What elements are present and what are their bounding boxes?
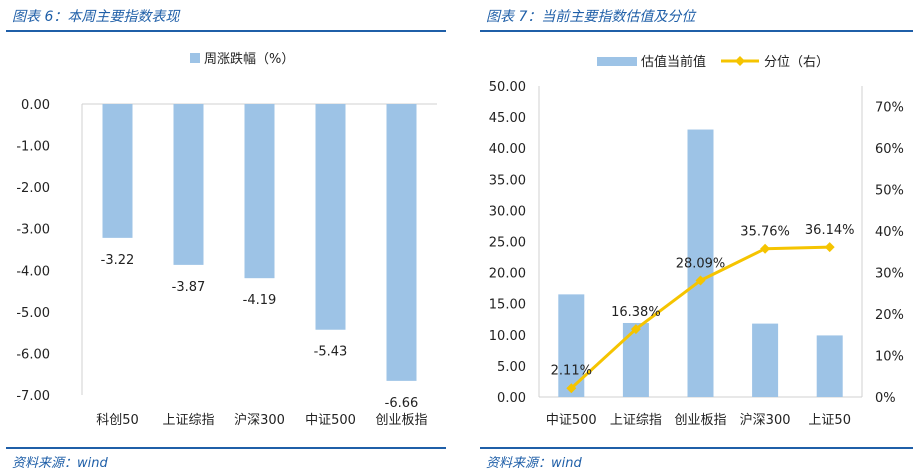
y2-tick-label: 20% [875,308,904,323]
data-label: -3.87 [172,280,206,295]
legend: 周涨跌幅（%） [190,51,294,67]
y-tick-label: -1.00 [16,140,50,155]
y-tick-label: 15.00 [489,298,526,313]
data-label: 35.76% [740,225,790,240]
data-label: -3.22 [101,253,135,268]
x-tick-label: 上证50 [808,413,851,428]
left-source-note: 资料来源：wind [12,456,108,471]
y-tick-label: -7.00 [16,389,50,404]
right-source-rule [480,447,913,449]
left-source-rule [6,447,446,449]
right-source-note: 资料来源：wind [486,456,582,471]
line-point [695,275,706,286]
bar [244,104,275,279]
y-tick-label: 50.00 [489,80,526,95]
y2-tick-label: 60% [875,142,904,157]
data-label: 36.14% [805,223,855,238]
y-tick-label: 20.00 [489,267,526,282]
x-tick-label: 创业板指 [375,413,427,428]
y-tick-label: 0.00 [21,98,50,113]
y-tick-label: 45.00 [489,111,526,126]
x-tick-label: 科创50 [96,413,139,428]
left-chart-title: 图表 6：本周主要指数表现 [12,9,180,25]
y2-tick-label: 70% [875,101,904,116]
right-chart-panel: 图表 7：当前主要指数估值及分位 估值当前值 分位（右） 0.00 5.00 10.00… [460,0,919,474]
legend-swatch [190,53,200,63]
data-label: -6.66 [385,396,419,411]
bar [315,104,346,330]
legend-swatch-bar [597,57,637,66]
bar [622,322,649,397]
legend-label-line: 分位（右） [764,55,829,70]
line-point [760,243,771,254]
weekly-change-bar-chart: 周涨跌幅（%） 0.00 -1.00 -2.00 -3.00 -4.00 -5.00 -6.0… [16,51,437,428]
y2-tick-label: 0% [875,391,896,406]
x-tick-label: 上证综指 [162,413,214,428]
y-tick-label: 35.00 [489,173,526,188]
bar [816,335,843,397]
x-tick-label: 中证500 [305,413,356,428]
y-tick-label: 30.00 [489,204,526,219]
data-label: 16.38% [611,305,661,320]
data-label: 2.11% [551,363,592,378]
y-tick-label: 25.00 [489,236,526,251]
y2-tick-label: 50% [875,184,904,199]
bar [173,104,204,265]
x-tick-label: 上证综指 [610,413,662,428]
y2-tick-label: 10% [875,350,904,365]
x-tick-label: 沪深300 [740,412,791,428]
legend: 估值当前值 分位（右） [597,54,829,70]
bar [102,104,133,238]
right-title-rule [480,30,913,32]
y-tick-label: -4.00 [16,264,50,279]
left-title-rule [6,30,446,32]
data-label: -5.43 [314,345,348,360]
right-chart-title: 图表 7：当前主要指数估值及分位 [486,9,696,25]
y-tick-label: 40.00 [489,142,526,157]
y-tick-label: 5.00 [497,360,526,375]
y2-tick-label: 40% [875,225,904,240]
line-point [566,383,577,394]
legend-label-bar: 估值当前值 [641,54,706,70]
line-point [824,242,835,253]
line-point [630,324,641,335]
x-tick-label: 中证500 [546,413,597,428]
bar [386,104,417,381]
x-tick-label: 创业板指 [674,413,726,428]
left-chart-panel: 图表 6：本周主要指数表现 周涨跌幅（%） 0.00 -1.00 -2.00 -3.00… [6,9,446,471]
legend-label: 周涨跌幅（%） [204,51,294,67]
y-tick-label: -6.00 [16,347,50,362]
y-tick-label: 10.00 [489,329,526,344]
legend-marker [735,56,745,66]
x-tick-label: 沪深300 [234,412,285,428]
bar [687,129,714,398]
y-tick-label: -3.00 [16,223,50,238]
data-label: 28.09% [676,257,726,272]
valuation-percentile-combo-chart: 估值当前值 分位（右） 0.00 5.00 10.00 15.00 20.00 25.00 30… [489,54,904,428]
y-tick-label: -2.00 [16,181,50,196]
data-label: -4.19 [243,293,277,308]
y2-tick-label: 30% [875,267,904,282]
y-tick-label: 0.00 [497,391,526,406]
bar [752,323,779,397]
y-tick-label: -5.00 [16,306,50,321]
